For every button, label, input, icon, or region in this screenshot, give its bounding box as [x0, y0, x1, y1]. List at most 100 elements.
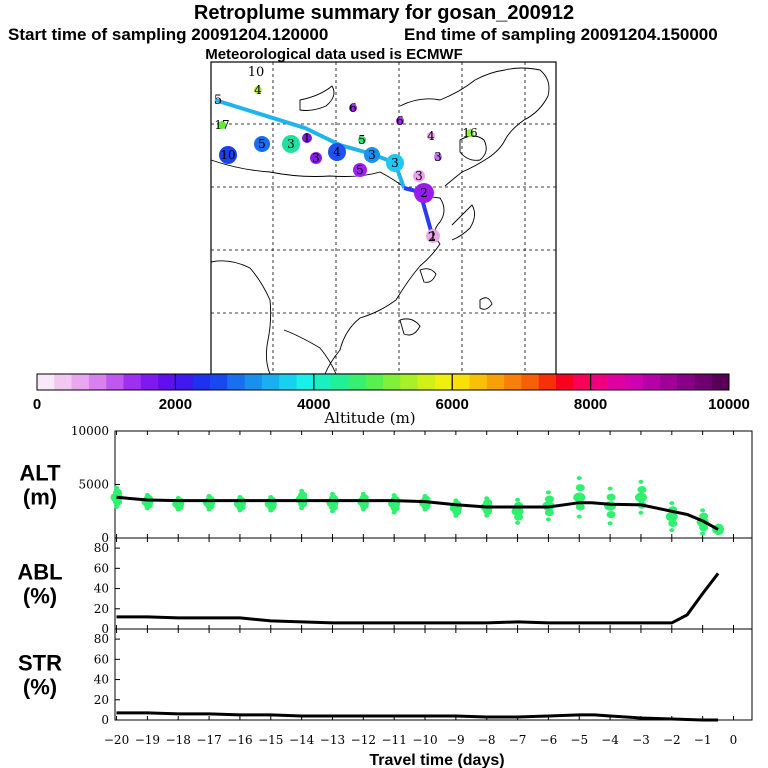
colorbar-swatch [573, 374, 592, 390]
series-line [116, 495, 719, 531]
x-tick-label: −11 [382, 733, 407, 747]
y-tick-label: 0 [101, 622, 109, 636]
y-tick-label: 40 [94, 582, 109, 596]
plume-marker-label: 1 [303, 131, 311, 145]
panel-alt: 0 5000 10000 ALT(m) [19, 424, 753, 545]
panel-abl: 0 20 40 60 80 ABL(%) [17, 537, 753, 636]
plume-marker-label: 4 [254, 83, 262, 97]
plume-marker-dot [282, 135, 300, 153]
plume-dot [545, 490, 551, 495]
plume-dot [668, 519, 678, 527]
plume-marker-dot [358, 136, 366, 144]
plume-marker-dot [219, 146, 237, 164]
panel-ylabel-top: ABL [17, 560, 62, 585]
plume-marker-dot [310, 152, 322, 164]
x-tick-label: −10 [412, 733, 437, 747]
plume-marker: 5 [358, 133, 366, 147]
colorbar-swatch [279, 374, 297, 390]
plume-marker: 10 [219, 146, 237, 164]
colorbar-frame [36, 373, 730, 391]
colorbar-swatch [694, 374, 713, 390]
plume-marker-label: 1 [429, 229, 437, 243]
x-tick-label: −4 [601, 733, 619, 747]
figure-title: Retroplume summary for gosan_200912 [193, 2, 575, 24]
y-tick-label: 20 [94, 602, 109, 616]
plume-dot [576, 476, 582, 481]
y-tick-label: 80 [94, 541, 109, 555]
plume-dot [515, 497, 521, 502]
colorbar-swatch [642, 374, 661, 390]
plume-marker-label: 3 [415, 169, 423, 183]
plume-marker-label: 10 [220, 148, 235, 162]
y-tick-label: 40 [94, 673, 109, 687]
plume-dot [511, 506, 524, 517]
plume-marker: 6 [349, 101, 357, 115]
y-tick-label: 60 [94, 652, 109, 666]
plume-dot [113, 488, 123, 497]
altitude-colorbar: 0 2000 4000 6000 8000 10000 Altitude (m) [33, 373, 750, 427]
plume-dot [360, 491, 366, 496]
plume-marker-label: 3 [391, 156, 399, 170]
colorbar-swatch [677, 374, 695, 390]
x-tick-label: −6 [540, 733, 558, 747]
y-tick-label: 80 [94, 632, 109, 646]
plume-marker-label: 5 [356, 163, 364, 177]
plume-dot [575, 484, 585, 492]
series-line [116, 711, 719, 722]
plume-marker: 3 [434, 150, 442, 164]
plume-marker-label: 2 [420, 186, 428, 200]
colorbar-tick-label: 4000 [297, 396, 330, 413]
time-series-panels: 0500010000ALT(m)020406080ABL(%)020406080… [17, 424, 753, 768]
map-coastlines [210, 67, 550, 375]
colorbar-swatch [106, 374, 124, 390]
met-data-label: Meteorological data used is ECMWF [205, 46, 463, 63]
colorbar-tick-label: 0 [33, 396, 41, 413]
plume-marker-label: 10 [248, 65, 265, 80]
plume-dot [607, 521, 613, 526]
plume-marker-label: 16 [462, 126, 477, 140]
plume-marker-dot [414, 183, 434, 203]
colorbar-swatch [538, 374, 557, 390]
colorbar-swatch [452, 374, 470, 390]
plume-dot [544, 509, 554, 517]
x-tick-label: −3 [632, 733, 650, 747]
start-time-label: Start time of sampling 20091204.120000 [8, 25, 329, 44]
plume-marker-dot [349, 104, 357, 112]
colorbar-swatch [331, 374, 349, 390]
plume-marker: 4 [328, 143, 346, 161]
plume-marker-label: 6 [349, 101, 357, 115]
panel-ylabel-bottom: (m) [23, 485, 57, 510]
plume-dot [607, 486, 613, 491]
plume-dot [298, 491, 308, 499]
panel-str: 0 20 40 60 80 STR(%) [18, 628, 753, 727]
colorbar-swatch [486, 374, 505, 390]
y-tick-label: 60 [94, 561, 109, 575]
x-tick-label: 0 [730, 733, 738, 747]
plume-marker-label: 3 [287, 137, 295, 151]
plume-dot [606, 493, 616, 501]
x-tick-label: −17 [196, 733, 221, 747]
colorbar-tick-label: 10000 [708, 396, 750, 413]
plume-dot [665, 511, 678, 522]
colorbar-swatch [417, 374, 436, 390]
panel-ylabel-top: ALT [19, 461, 61, 486]
colorbar-swatch [140, 374, 159, 390]
colorbar-swatch [434, 374, 453, 390]
plume-marker: 3 [282, 135, 300, 153]
colorbar-swatch [158, 374, 176, 390]
plume-dot [638, 510, 644, 515]
x-tick-label: −12 [351, 733, 376, 747]
plume-marker-dot [434, 153, 442, 161]
x-tick-label: −18 [166, 733, 191, 747]
plume-dot [268, 495, 274, 500]
plume-dot [206, 493, 212, 498]
colorbar-swatch [296, 374, 315, 390]
colorbar-swatch [659, 374, 678, 390]
colorbar-tick-label: 2000 [159, 396, 192, 413]
plume-dot [576, 514, 582, 519]
plume-marker-label: 5 [258, 137, 266, 151]
colorbar-swatch [383, 374, 401, 390]
panel-frame [114, 537, 753, 630]
